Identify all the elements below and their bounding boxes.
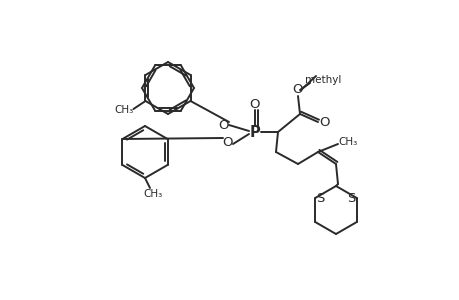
Text: P: P	[249, 124, 260, 140]
Text: S: S	[347, 191, 355, 205]
Text: O: O	[292, 82, 302, 95]
Text: S: S	[315, 191, 324, 205]
Text: O: O	[222, 136, 233, 148]
Text: CH₃: CH₃	[338, 137, 357, 147]
Text: methyl: methyl	[304, 75, 341, 85]
Text: CH₃: CH₃	[143, 189, 162, 199]
Text: O: O	[218, 118, 229, 131]
Text: CH₃: CH₃	[115, 105, 134, 115]
Text: O: O	[319, 116, 330, 128]
Text: O: O	[249, 98, 260, 110]
